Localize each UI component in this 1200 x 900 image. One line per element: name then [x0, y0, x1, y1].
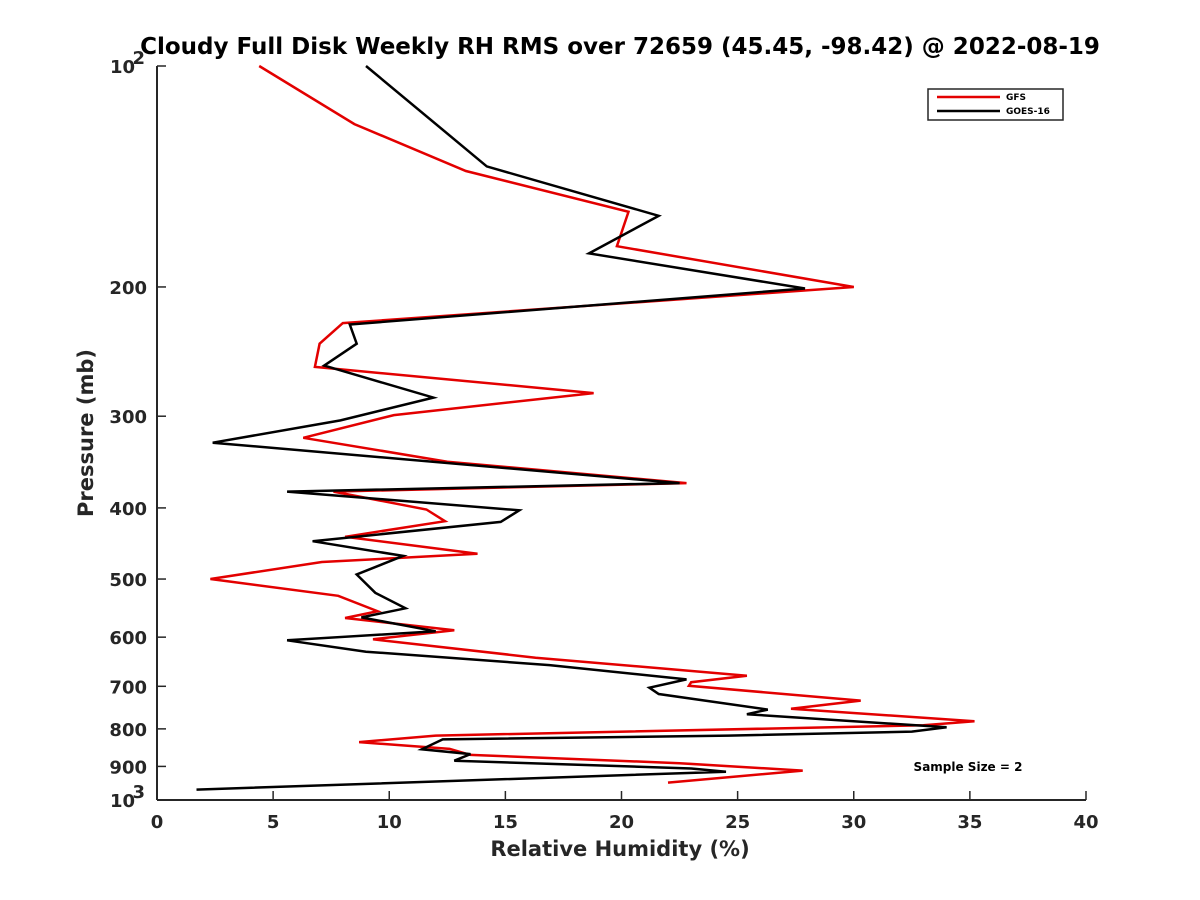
x-tick-label: 15: [493, 812, 518, 833]
x-tick-label: 40: [1073, 812, 1098, 833]
y-tick-label: 300: [109, 407, 147, 428]
series-layer: [196, 64, 975, 791]
y-tick-label: 800: [109, 720, 147, 741]
y-tick-exponent: 2: [132, 48, 145, 69]
y-axis-label: Pressure (mb): [74, 349, 98, 517]
x-axis-label: Relative Humidity (%): [490, 837, 749, 861]
x-tick-label: 0: [151, 812, 164, 833]
legend-box: [927, 88, 1064, 121]
y-tick-label: 400: [109, 499, 147, 520]
y-tick-label: 700: [109, 677, 147, 698]
legend-label-gfs: GFS: [1006, 93, 1026, 103]
x-tick-label: 25: [725, 812, 750, 833]
chart-title: Cloudy Full Disk Weekly RH RMS over 7265…: [140, 34, 1100, 60]
y-tick-label: 600: [109, 628, 147, 649]
y-tick-label: 200: [109, 278, 147, 299]
sample-size-annotation: Sample Size = 2: [914, 760, 1023, 774]
y-tick-exponent: 3: [132, 782, 145, 803]
x-tick-label: 30: [841, 812, 866, 833]
x-axis-ticks: 0 5 10 15 20 25 30 35 40: [151, 791, 1099, 833]
legend-label-goes16: GOES-16: [1006, 107, 1050, 117]
legend: GFS GOES-16: [927, 88, 1064, 121]
y-tick-label: 900: [109, 757, 147, 778]
series-line-gfs: [210, 64, 975, 784]
x-tick-label: 35: [957, 812, 982, 833]
y-tick-label: 10: [110, 57, 135, 78]
x-tick-label: 5: [267, 812, 280, 833]
x-tick-label: 10: [377, 812, 402, 833]
y-tick-label: 500: [109, 570, 147, 591]
series-line-goes16: [196, 65, 947, 791]
y-tick-label: 10: [110, 791, 135, 812]
x-tick-label: 20: [609, 812, 634, 833]
